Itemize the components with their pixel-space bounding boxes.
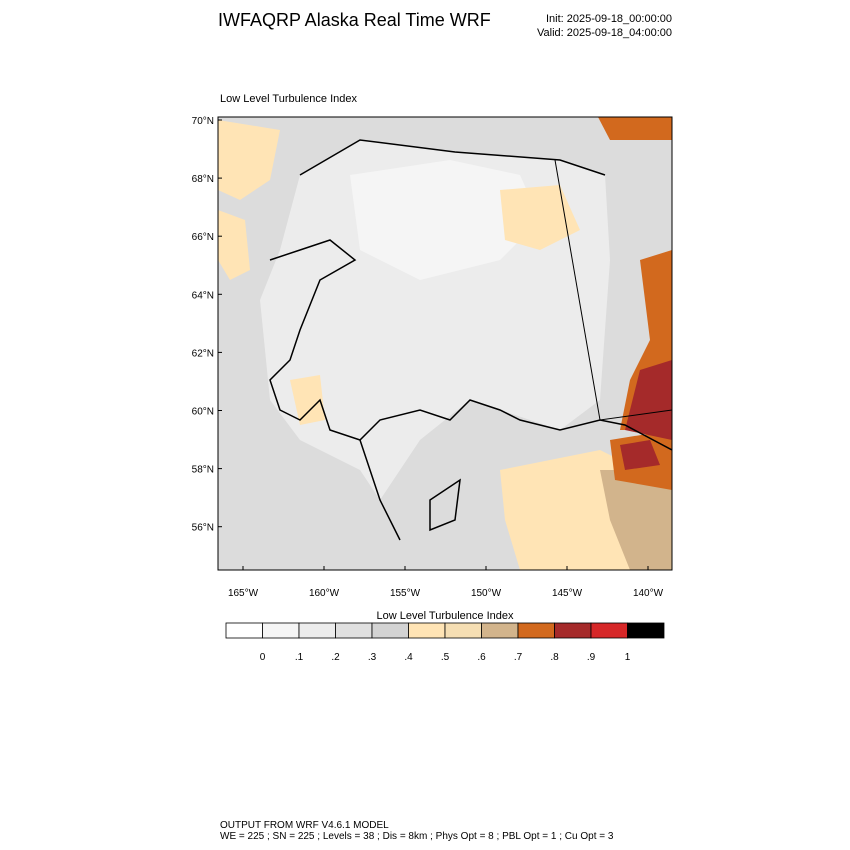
colorbar-box [335,622,373,639]
figure-title: IWFAQRP Alaska Real Time WRF [218,10,491,30]
colorbar-label: .4 [404,652,413,663]
lat-label: 58°N [192,465,214,476]
colorbar-box [225,622,263,639]
colorbar-box [590,622,628,639]
colorbar-label: 0 [260,652,266,663]
orange-field [598,117,672,140]
init-time: Init: 2025-09-18_00:00:00 [546,13,672,25]
lat-label: 60°N [192,407,214,418]
light-field [350,160,540,280]
colorbar-label: .1 [295,652,304,663]
colorbar-title: Low Level Turbulence Index [377,610,514,622]
lat-label: 66°N [192,232,214,243]
colorbar-box [298,622,336,639]
colorbar-label: 1 [625,652,631,663]
lon-label: 160°W [309,588,340,599]
map-title: Low Level Turbulence Index [220,93,357,105]
tan-field [218,120,280,200]
lat-label: 68°N [192,174,214,185]
colorbar-label: .6 [477,652,486,663]
lat-label: 64°N [192,290,214,301]
colorbar-box [262,622,300,639]
colorbar: 0 .1 .2 .3 .4 .5 .6 .7 .8 .9 1 [225,622,665,663]
colorbar-label: .9 [587,652,596,663]
lon-label: 150°W [471,588,502,599]
border [554,159,672,421]
colorbar-label: .8 [550,652,559,663]
lon-label: 155°W [390,588,421,599]
tan-field [218,210,250,280]
colorbar-label: .5 [441,652,450,663]
tan-field [500,185,580,250]
colorbar-label: .3 [368,652,377,663]
colorbar-box [444,622,482,639]
lon-label: 140°W [633,588,664,599]
valid-time: Valid: 2025-09-18_04:00:00 [537,27,672,39]
lon-label: 165°W [228,588,259,599]
colorbar-box [408,622,446,639]
footer-line: OUTPUT FROM WRF V4.6.1 MODEL [220,820,389,831]
red-field [620,440,660,470]
lon-label: 145°W [552,588,583,599]
colorbar-box [517,622,555,639]
footer-line: WE = 225 ; SN = 225 ; Levels = 38 ; Dis … [220,831,614,842]
tan-field [290,375,325,425]
map-fields [218,117,672,570]
map-frame [217,116,673,571]
lat-label: 56°N [192,523,214,534]
colorbar-label: .2 [331,652,340,663]
colorbar-box [627,622,665,639]
colorbar-box [554,622,592,639]
map [217,116,673,571]
colorbar-box [371,622,409,639]
lat-label: 70°N [192,116,214,127]
colorbar-label: .7 [514,652,523,663]
red-field [625,360,672,440]
lat-label: 62°N [192,348,214,359]
coastline [269,139,672,541]
brown-field [600,470,672,570]
colorbar-box [481,622,519,639]
